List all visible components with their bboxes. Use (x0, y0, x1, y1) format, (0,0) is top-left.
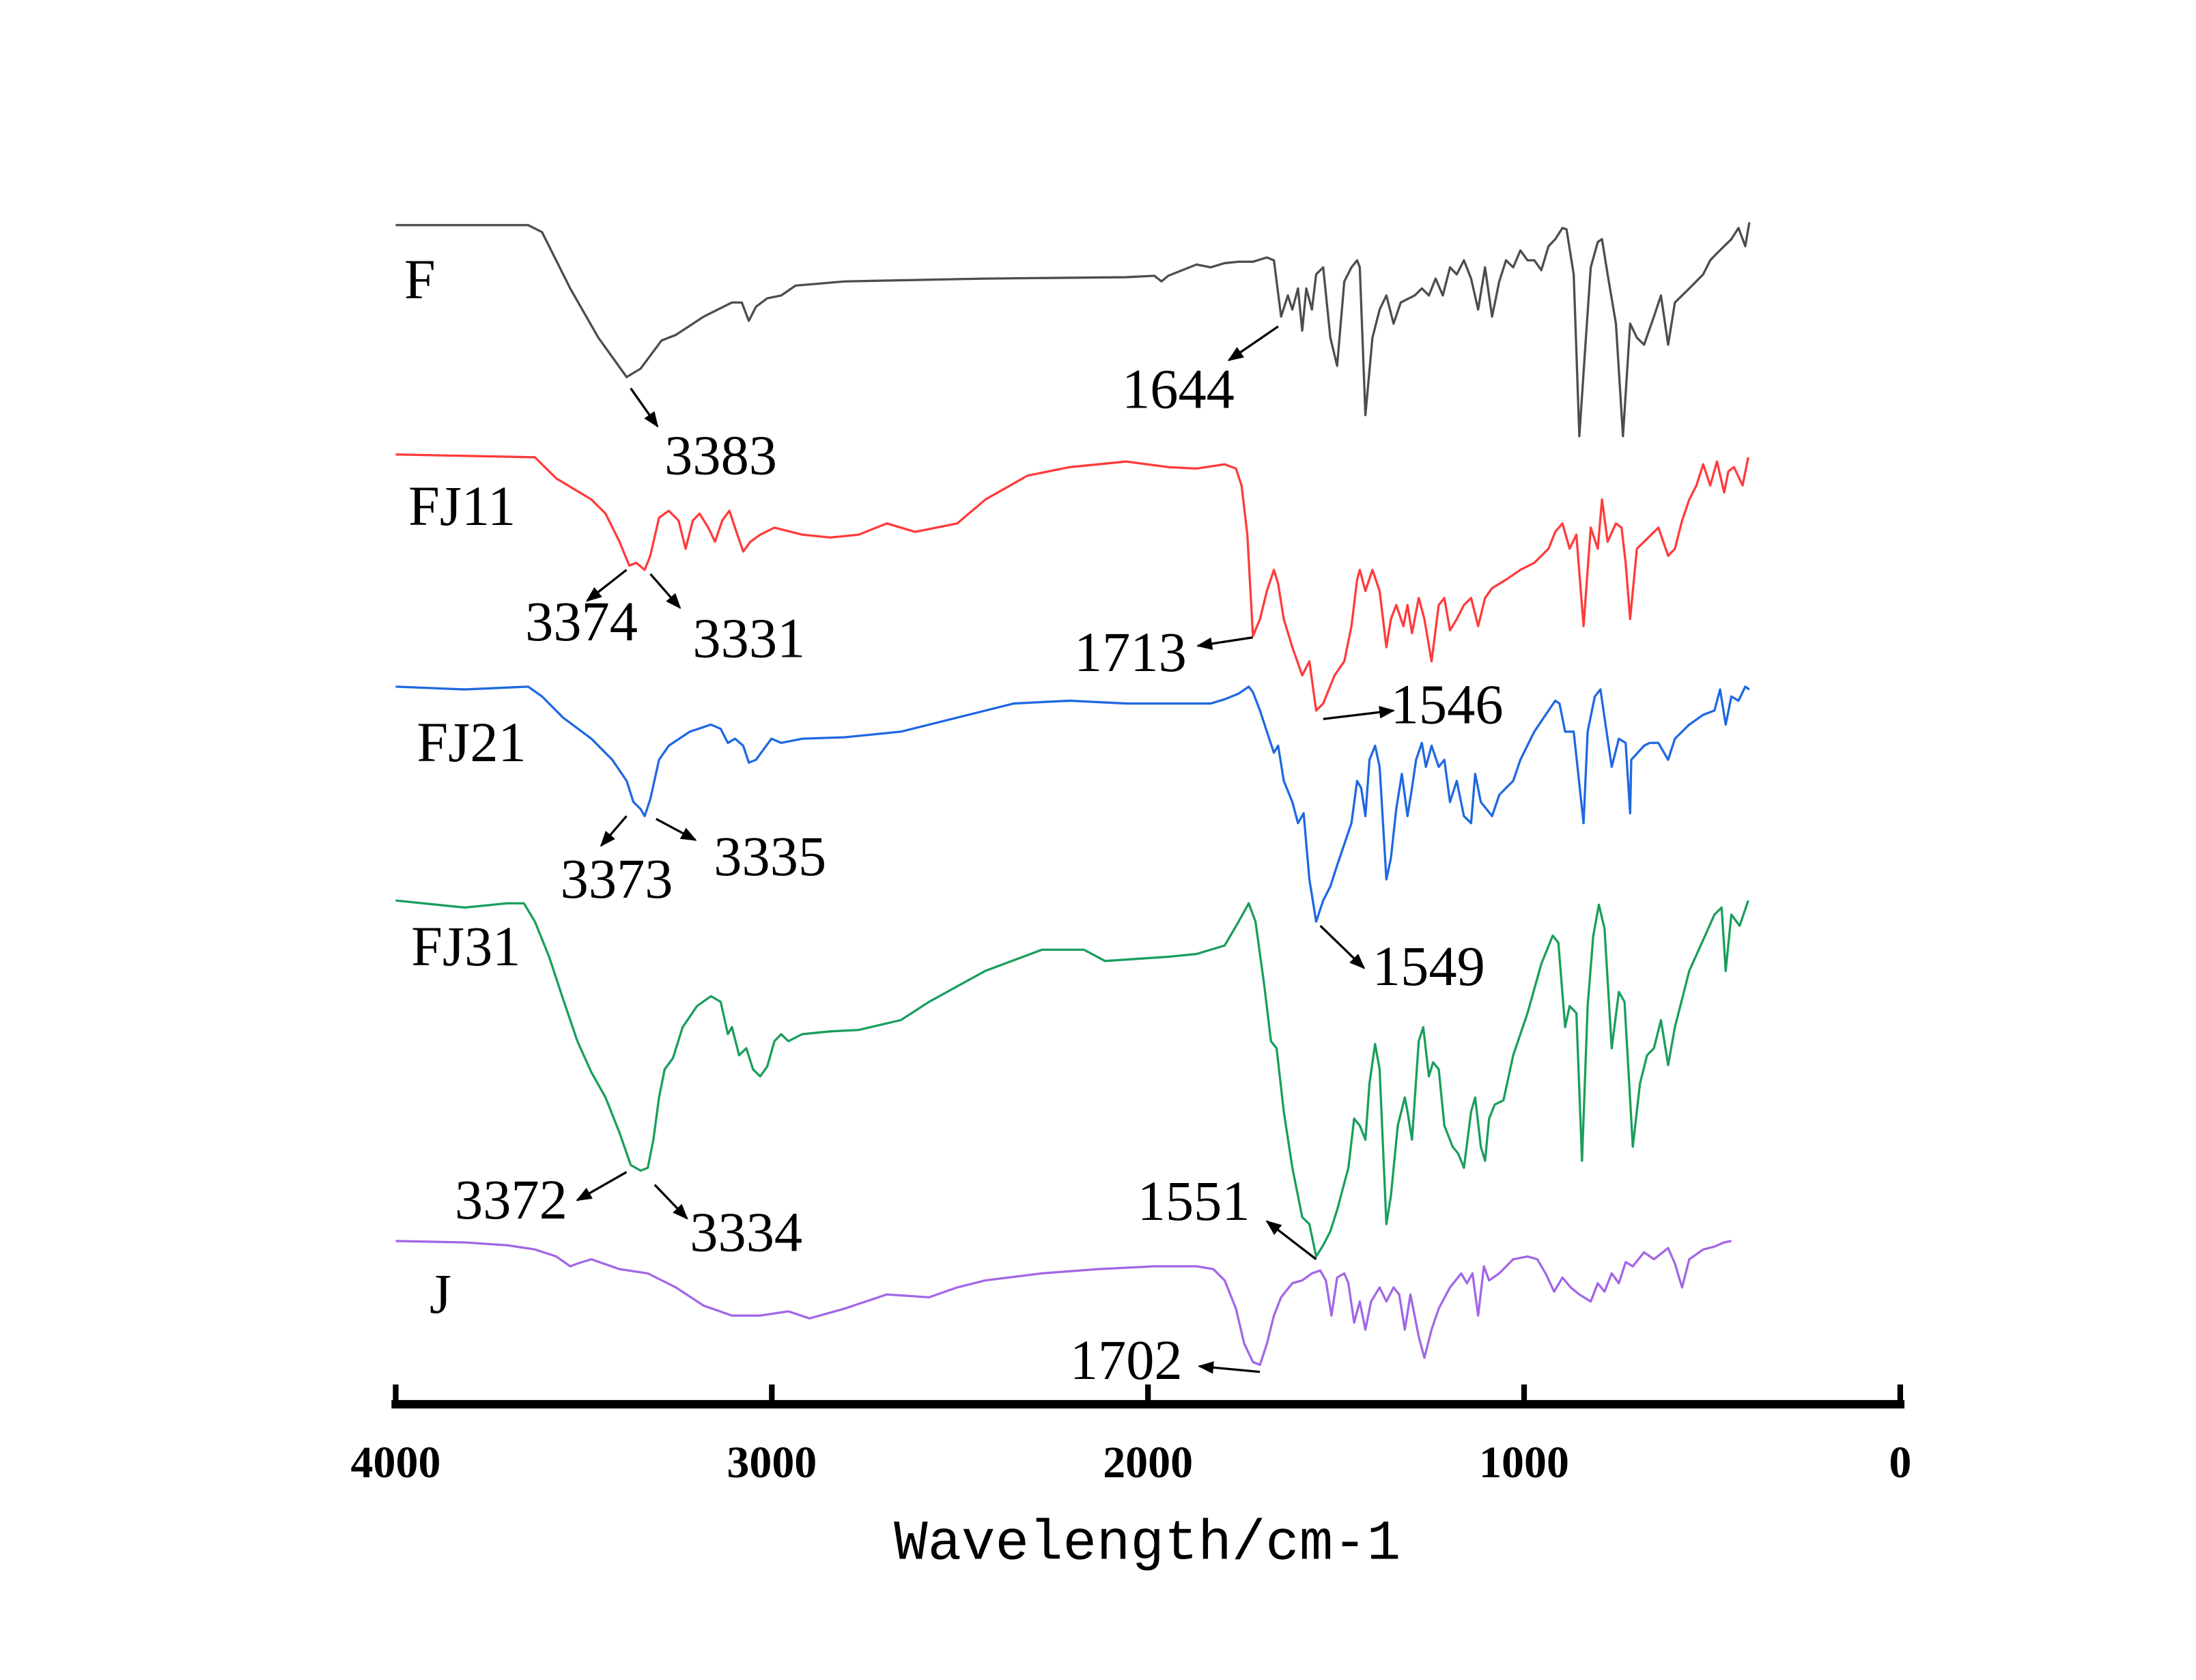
x-axis-title: Wavelength/cm-1 (894, 1512, 1400, 1576)
peak-label: 1702 (1070, 1329, 1183, 1391)
series-label: FJ11 (408, 475, 516, 537)
peak-arrow (1227, 325, 1279, 362)
peak-arrow (1323, 706, 1396, 720)
series-label: FJ21 (417, 711, 526, 773)
peak-label: 3373 (561, 848, 673, 910)
x-axis: 4000 3000 2000 1000 0 (351, 1384, 1911, 1487)
series-label: J (430, 1263, 451, 1325)
spectrum-j (395, 1240, 1732, 1366)
peak-label: 1713 (1074, 621, 1187, 683)
spectrum-f (395, 222, 1751, 438)
peak-label: 1546 (1391, 673, 1504, 735)
peak-label: 1644 (1122, 358, 1235, 421)
x-tick-label: 2000 (1103, 1438, 1193, 1487)
spectrum-fj11 (395, 453, 1749, 712)
peak-label: 3331 (692, 608, 805, 670)
peak-arrow (600, 815, 628, 847)
spectrum-fj21 (395, 685, 1750, 923)
peak-label: 1549 (1372, 935, 1485, 997)
peak-label: 3335 (714, 825, 826, 887)
x-tick-label: 3000 (727, 1438, 817, 1487)
peak-arrow (630, 387, 659, 428)
peak-arrow (585, 569, 628, 602)
peak-label: 3374 (525, 590, 638, 653)
peak-arrow (1198, 1361, 1261, 1374)
series-label: FJ31 (411, 915, 520, 978)
series-layer (395, 222, 1751, 1366)
peak-label: 3334 (690, 1201, 802, 1263)
peak-label: 1551 (1138, 1170, 1250, 1232)
annotation-layer: 3383 1644 3374 3331 1713 1546 3373 3335 1549 3372… (455, 325, 1504, 1391)
peak-arrow (1265, 1220, 1317, 1261)
peak-arrow (1319, 925, 1366, 969)
peak-arrow (649, 573, 681, 610)
peak-label: 3383 (664, 425, 777, 487)
peak-arrow (576, 1171, 628, 1201)
series-label: F (404, 248, 436, 311)
x-tick-label: 4000 (351, 1438, 441, 1487)
peak-arrow (1196, 636, 1253, 651)
x-tick-label: 0 (1889, 1438, 1911, 1487)
peak-label: 3372 (455, 1169, 567, 1231)
series-label-layer: F FJ11 FJ21 FJ31 J (404, 248, 526, 1325)
peak-arrow (656, 818, 697, 841)
x-tick-label: 1000 (1479, 1438, 1569, 1487)
spectrum-fj31 (395, 899, 1749, 1258)
peak-arrow (653, 1184, 688, 1220)
